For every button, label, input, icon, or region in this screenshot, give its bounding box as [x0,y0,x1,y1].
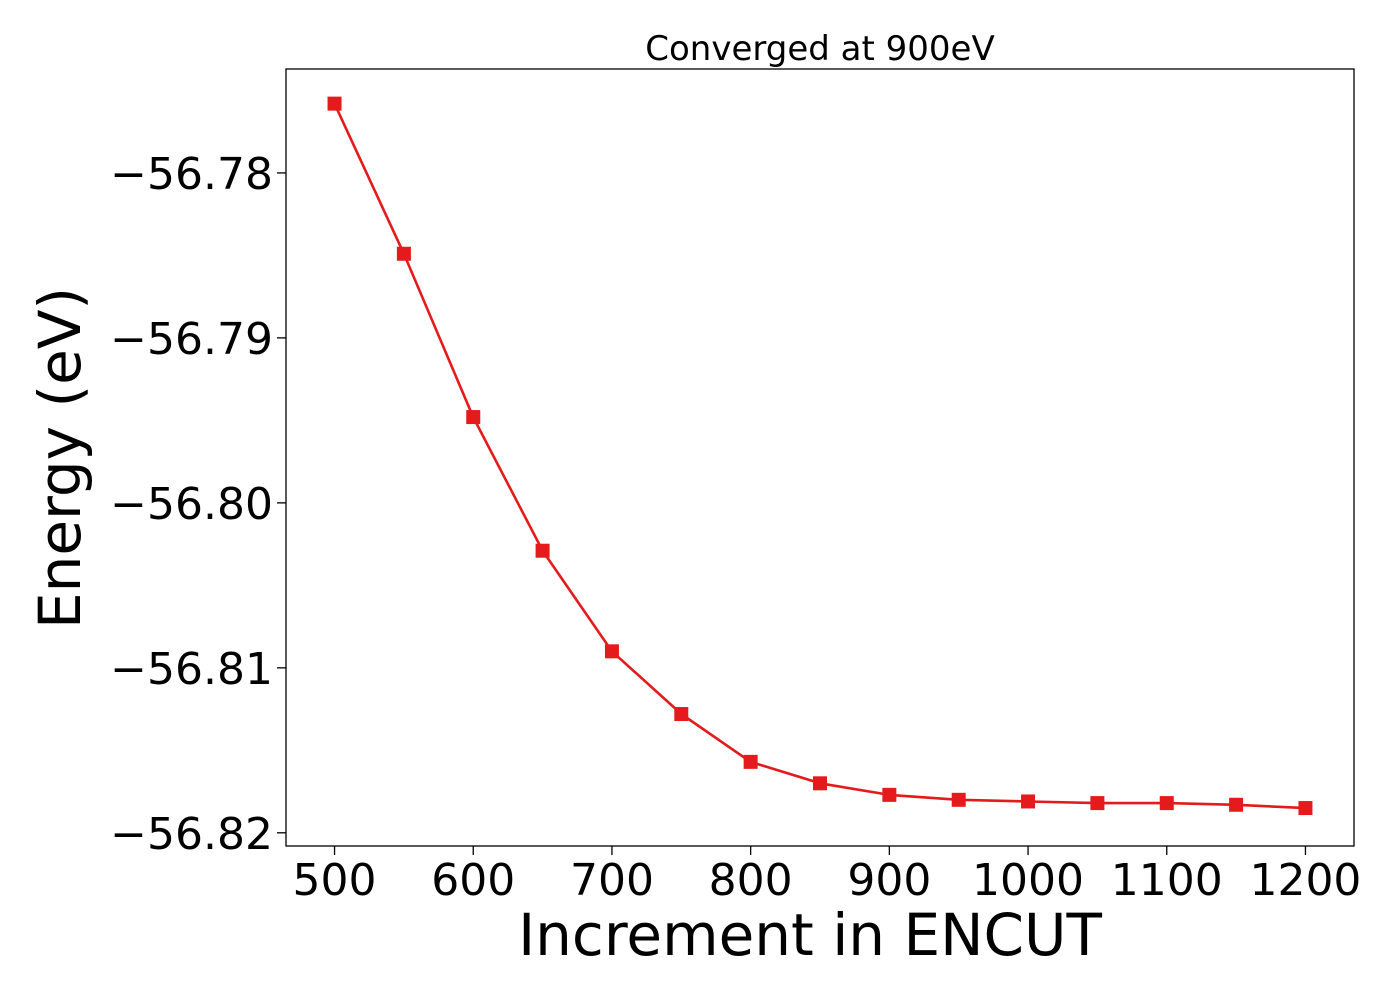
plot-area: 500 600 700 800 900 1000 1100 1200 −56.78 −56.79… [110,68,1361,906]
data-point-marker [1229,797,1244,812]
series-line [333,103,1306,810]
y-axis-label: Energy (eV) [26,287,94,629]
data-point-marker [882,787,897,802]
data-point-marker [327,96,342,111]
data-point-marker [1090,796,1105,811]
x-tick-label: 1000 [972,855,1084,906]
chart-title: Converged at 900eV [645,29,994,69]
x-tick-label: 600 [431,855,515,906]
x-tick-label: 900 [847,855,931,906]
data-point-marker [535,543,550,558]
data-point-marker [1021,794,1036,809]
y-tick-label: −56.79 [110,314,273,365]
data-point-marker [466,410,481,425]
x-tick-label: 700 [570,855,654,906]
y-tick-label: −56.82 [110,809,273,860]
y-tick-label: −56.80 [110,479,273,530]
plot-frame [285,68,1355,847]
data-point-marker [674,707,689,722]
y-tick-label: −56.78 [110,149,273,200]
x-tick-label: 500 [293,855,377,906]
x-tick-label: 1100 [1111,855,1223,906]
series-layer [327,96,1313,816]
y-tick-label: −56.81 [110,644,273,695]
x-tick-label: 1200 [1249,855,1361,906]
y-axis-ticks: −56.78 −56.79 −56.80 −56.81 −56.82 [110,149,286,860]
data-point-marker [743,754,758,769]
data-point-marker [396,246,411,261]
x-tick-label: 800 [709,855,793,906]
data-point-marker [813,776,827,791]
x-axis-ticks: 500 600 700 800 900 1000 1100 1200 [293,846,1361,906]
data-point-marker [1298,801,1313,816]
data-point-marker [604,644,619,659]
x-axis-label: Increment in ENCUT [518,901,1102,969]
data-point-marker [951,792,966,807]
data-point-marker [1159,796,1174,811]
